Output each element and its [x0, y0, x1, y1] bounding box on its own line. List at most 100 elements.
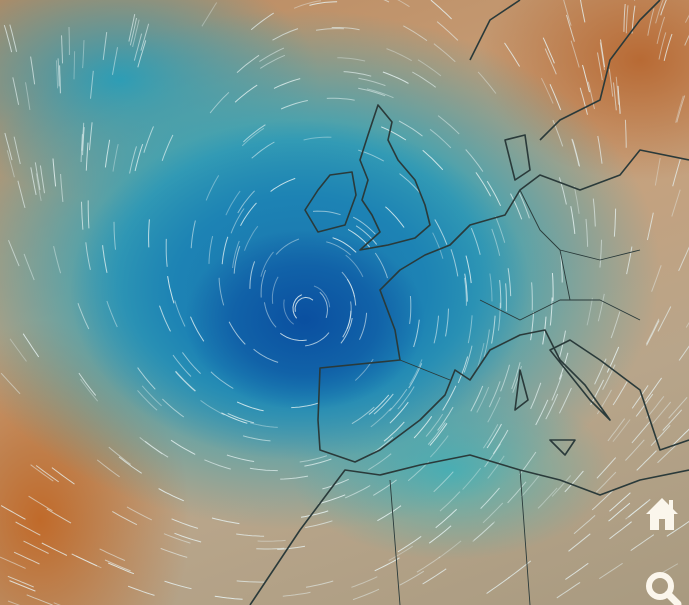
coast-britain — [359, 104, 431, 251]
streamline — [59, 65, 61, 94]
streamline — [558, 387, 572, 414]
streamline — [374, 252, 388, 279]
streamline — [438, 540, 462, 559]
streamline — [352, 216, 376, 235]
streamline — [243, 124, 266, 143]
streamline — [305, 580, 334, 588]
streamline — [473, 521, 496, 541]
streamline — [346, 301, 352, 330]
streamline — [331, 27, 360, 31]
streamline — [412, 71, 436, 88]
streamline — [500, 364, 510, 392]
streamline — [599, 562, 623, 580]
streamline — [531, 282, 533, 311]
streamline — [257, 539, 286, 542]
home-button[interactable] — [642, 492, 682, 532]
coast-italy — [514, 369, 576, 456]
streamline — [8, 240, 20, 267]
streamline — [133, 33, 143, 61]
streamline — [510, 193, 523, 220]
streamline — [52, 158, 57, 187]
streamline — [625, 439, 645, 461]
streamline — [17, 180, 26, 209]
streamline — [427, 422, 446, 445]
streamline — [244, 225, 259, 251]
streamline — [80, 134, 83, 163]
streamline — [491, 315, 496, 344]
streamline — [558, 177, 567, 205]
streamline — [102, 32, 108, 60]
streamline — [292, 294, 303, 319]
streamline — [486, 423, 502, 449]
streamline — [236, 580, 265, 583]
streamline — [90, 70, 94, 99]
streamline — [299, 455, 328, 463]
streamline — [624, 119, 627, 148]
streamline — [442, 385, 457, 411]
streamline — [464, 277, 467, 306]
streamline — [596, 457, 617, 479]
streamline — [646, 320, 660, 346]
streamline — [435, 508, 458, 529]
streamline — [82, 127, 85, 156]
streamline — [631, 5, 636, 34]
streamline — [112, 143, 119, 172]
streamline — [9, 24, 17, 52]
streamline — [0, 372, 21, 395]
streamline — [46, 508, 72, 524]
streamline — [165, 238, 168, 267]
streamline — [30, 167, 37, 196]
streamline — [236, 54, 260, 73]
streamline — [89, 122, 93, 151]
streamline — [108, 446, 131, 465]
streamline — [233, 246, 241, 274]
streamline — [676, 95, 686, 123]
streamline — [87, 200, 90, 229]
streamline — [545, 393, 559, 420]
streamline — [439, 491, 461, 512]
streamline — [397, 535, 422, 553]
streamline — [549, 84, 562, 111]
streamline — [530, 382, 542, 410]
streamline — [437, 406, 454, 431]
streamline — [51, 467, 75, 485]
streamline — [630, 534, 655, 552]
streamline — [343, 71, 372, 77]
streamline — [592, 198, 596, 227]
search-button[interactable] — [642, 568, 682, 605]
streamline — [240, 202, 257, 227]
streamline — [355, 225, 378, 245]
streamline — [487, 397, 501, 423]
streamline — [413, 416, 433, 439]
streamline — [201, 2, 218, 27]
streamline — [263, 302, 277, 328]
streamline — [313, 285, 331, 308]
streamline — [214, 595, 243, 600]
streamline — [225, 190, 241, 216]
streamline — [520, 475, 540, 498]
streamline — [96, 459, 120, 478]
streamline — [383, 0, 390, 3]
streamline — [511, 362, 521, 390]
streamline — [374, 557, 400, 572]
streamline — [57, 58, 60, 87]
streamline — [399, 570, 425, 586]
streamline — [272, 28, 299, 41]
streamline — [463, 345, 473, 373]
streamline — [651, 265, 662, 292]
streamline — [15, 521, 41, 536]
streamline — [340, 317, 353, 344]
streamline — [61, 35, 63, 64]
streamline — [7, 600, 21, 605]
streamline — [610, 311, 621, 339]
streamline — [312, 210, 341, 216]
streamline — [322, 478, 349, 490]
streamline — [656, 16, 666, 45]
streamline — [82, 40, 85, 69]
streamline — [570, 206, 576, 234]
streamline — [53, 602, 61, 605]
streamline — [250, 422, 278, 428]
streamline — [658, 32, 667, 60]
streamline — [476, 386, 490, 413]
